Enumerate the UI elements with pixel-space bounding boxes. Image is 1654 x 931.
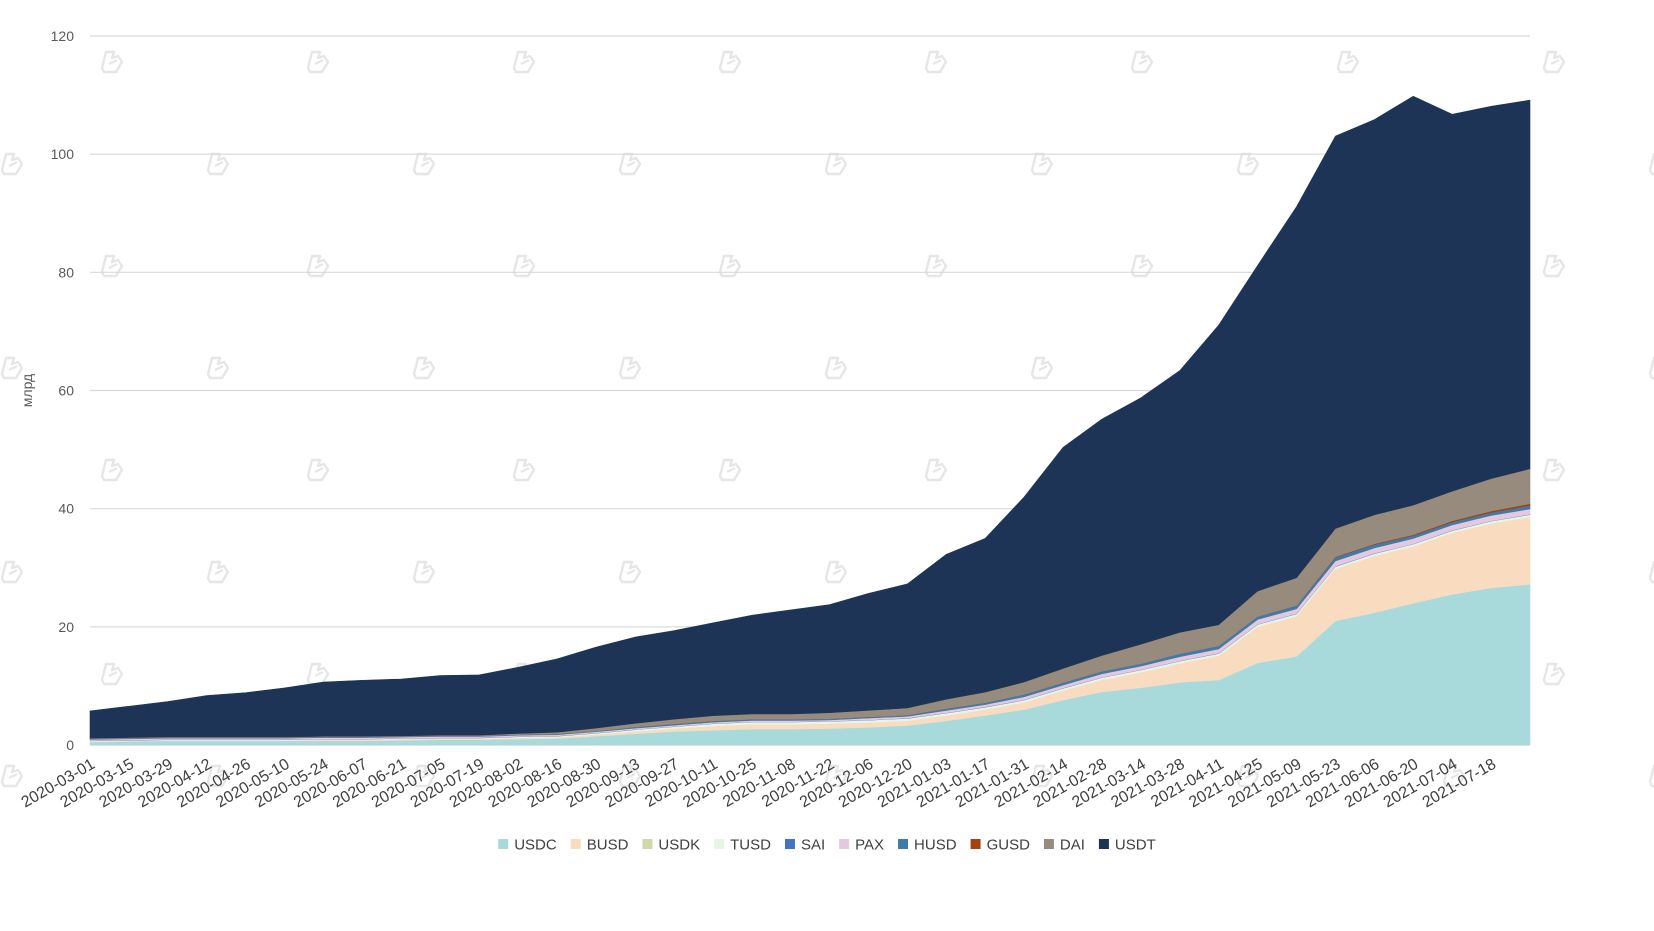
legend: USDC BUSD USDK TUSD SAI PAX HUSD GUSD DAI USDT	[498, 837, 1156, 854]
legend-item-dai: DAI	[1043, 837, 1085, 854]
y-axis-title: млрд	[19, 374, 35, 407]
watermark-logo	[512, 254, 536, 278]
watermark-logo	[718, 254, 742, 278]
watermark-logo	[412, 560, 436, 584]
legend-item-gusd: GUSD	[970, 837, 1031, 854]
watermark-logo	[0, 560, 24, 584]
area-series-group	[89, 95, 1531, 746]
watermark-logo	[824, 560, 848, 584]
legend-label: USDT	[1115, 837, 1156, 854]
legend-item-pax: PAX	[839, 837, 884, 854]
legend-label: DAI	[1060, 837, 1085, 854]
legend-label: SAI	[801, 837, 825, 854]
watermark-logo	[100, 662, 124, 686]
watermark-logo	[1542, 50, 1566, 74]
watermark-logo	[1648, 152, 1654, 176]
watermark-logo	[1542, 458, 1566, 482]
watermark-logo	[100, 50, 124, 74]
watermark-logo	[1542, 254, 1566, 278]
legend-swatch	[784, 839, 795, 849]
y-tick-label: 0	[66, 737, 74, 753]
watermark-logo	[100, 458, 124, 482]
x-axis: 2020-03-012020-03-152020-03-292020-04-12…	[19, 756, 1500, 812]
legend-label: BUSD	[587, 837, 629, 854]
y-tick-label: 60	[58, 383, 74, 399]
watermark-logo	[306, 662, 330, 686]
legend-swatch	[714, 839, 725, 849]
y-tick-label: 20	[58, 619, 74, 635]
legend-label: TUSD	[730, 837, 771, 854]
watermark-logo	[1542, 662, 1566, 686]
y-tick-label: 40	[58, 501, 74, 517]
watermark-logo	[618, 356, 642, 380]
legend-item-busd: BUSD	[570, 837, 629, 854]
watermark-logo	[306, 458, 330, 482]
legend-item-usdt: USDT	[1098, 837, 1156, 854]
watermark-logo	[618, 152, 642, 176]
legend-item-tusd: TUSD	[714, 837, 771, 854]
legend-label: USDC	[514, 837, 557, 854]
watermark-logo	[306, 254, 330, 278]
legend-swatch	[642, 839, 653, 849]
legend-item-usdk: USDK	[642, 837, 700, 854]
watermark-logo	[1030, 356, 1054, 380]
legend-item-sai: SAI	[784, 837, 825, 854]
y-tick-label: 120	[51, 28, 75, 44]
watermark-logo	[618, 560, 642, 584]
legend-label: USDK	[658, 837, 700, 854]
gridlines	[90, 35, 1530, 746]
watermark-logo	[824, 356, 848, 380]
watermark-logo	[1648, 560, 1654, 584]
watermark-logo	[512, 50, 536, 74]
legend-swatch	[839, 839, 850, 849]
watermark-logo	[924, 50, 948, 74]
legend-swatch	[498, 839, 509, 849]
watermark-logo	[924, 254, 948, 278]
watermark-logo	[1336, 50, 1360, 74]
watermark-logo	[1130, 50, 1154, 74]
watermark-logo	[1236, 152, 1260, 176]
y-tick-label: 100	[51, 146, 75, 162]
watermark-logo	[100, 254, 124, 278]
legend-swatch	[570, 839, 581, 849]
legend-label: HUSD	[914, 837, 957, 854]
legend-swatch	[898, 839, 909, 849]
watermark-logo	[206, 152, 230, 176]
watermark-logo	[206, 560, 230, 584]
watermark-logo	[1648, 764, 1654, 788]
legend-label: GUSD	[987, 837, 1031, 854]
watermark-logo	[206, 356, 230, 380]
watermark-logo	[718, 458, 742, 482]
watermark-logo	[924, 458, 948, 482]
watermark-logo	[1648, 356, 1654, 380]
watermark-logo	[1130, 254, 1154, 278]
watermark-logo	[718, 50, 742, 74]
watermark-logo	[1030, 152, 1054, 176]
legend-item-usdc: USDC	[498, 837, 557, 854]
watermark-logo	[824, 152, 848, 176]
watermark-logo	[512, 458, 536, 482]
watermark-logo	[0, 152, 24, 176]
y-axis: 0 20 40 60 80 100 120	[51, 28, 75, 753]
legend-item-husd: HUSD	[898, 837, 957, 854]
watermark-logo	[412, 152, 436, 176]
legend-swatch	[970, 839, 981, 849]
watermark-logo	[0, 764, 24, 788]
legend-swatch	[1098, 839, 1109, 849]
legend-label: PAX	[855, 837, 884, 854]
watermark-logo	[412, 356, 436, 380]
legend-swatch	[1043, 839, 1054, 849]
area-series-usdt	[89, 95, 1531, 739]
watermark-logo	[306, 50, 330, 74]
y-tick-label: 80	[58, 264, 74, 280]
